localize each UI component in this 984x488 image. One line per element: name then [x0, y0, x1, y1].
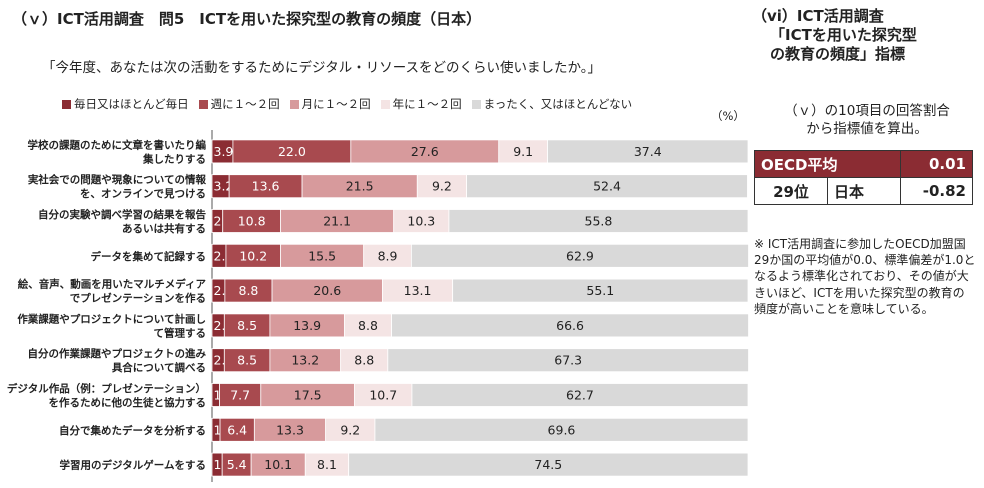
- bar-value-label: 10.7: [369, 388, 397, 403]
- bar-segment: [387, 348, 749, 373]
- bar-value-label: 62.9: [566, 248, 594, 263]
- japan-label: 日本: [827, 177, 901, 205]
- bar-value-label: 7.7: [230, 388, 250, 403]
- legend-label: 週に１～２回: [210, 97, 280, 111]
- category-label: デジタル作品（例：プレゼンテーション）を作るために他の生徒と協力する: [7, 382, 206, 409]
- bar-value-label: 5.4: [227, 457, 247, 472]
- question-text: 「今年度、あなたは次の活動をするためにデジタル・リソースをどのくらい使いましたか…: [42, 60, 602, 76]
- japan-value: -0.82: [900, 177, 973, 205]
- bar-value-label: 20.6: [313, 283, 341, 298]
- bar-value-label: 55.1: [586, 283, 614, 298]
- index-note-line: から指標値を算出。: [806, 121, 928, 137]
- bar-value-label: 10.1: [264, 457, 292, 472]
- bar-value-label: 52.4: [593, 179, 621, 194]
- bar-segment: [448, 209, 749, 233]
- bar-segment: [391, 313, 749, 338]
- bar-value-label: 27.6: [411, 144, 439, 159]
- japan-rank: 29位: [754, 177, 828, 205]
- bar-value-label: 13.3: [276, 422, 304, 437]
- bar-segment: [466, 174, 748, 199]
- oecd-average-value: 0.01: [900, 150, 973, 178]
- bar-value-label: 9.1: [513, 144, 533, 159]
- side-title: （vi）ICT活用調査 「ICTを用いた探究型 の教育の頻度」指標: [752, 7, 917, 64]
- bar-value-label: 13.1: [404, 283, 432, 298]
- index-note-line: （ｖ）の10項目の回答割合: [784, 103, 950, 119]
- legend-item-monthly: 月に１～２回: [289, 96, 371, 112]
- oecd-average-label: OECD平均: [754, 150, 901, 178]
- page-title: （ｖ）ICT活用調査 問5 ICTを用いた探究型の教育の頻度（日本）: [12, 10, 482, 28]
- oecd-average-row: OECD平均 0.01: [754, 150, 973, 178]
- bar-value-label: 37.4: [634, 144, 662, 159]
- side-title-line: 「ICTを用いた探究型: [770, 26, 917, 44]
- side-title-line: の教育の頻度」指標: [770, 45, 906, 63]
- bar-value-label: 3.9: [214, 144, 234, 159]
- bar-value-label: 8.1: [317, 457, 337, 472]
- bar-value-label: 8.8: [354, 353, 374, 368]
- legend-swatch: [471, 99, 481, 109]
- side-title-line: （vi）ICT活用調査: [752, 7, 884, 25]
- category-label: 作業課題やプロジェクトについて計画して管理する: [17, 312, 206, 339]
- unit-label: （%）: [711, 109, 745, 123]
- legend-label: まったく、又はほとんどない: [483, 97, 633, 111]
- bar-segment: [374, 417, 749, 442]
- bar-value-label: 8.8: [358, 318, 378, 333]
- category-label: 自分の作業課題やプロジェクトの進み具合について調べる: [28, 347, 207, 374]
- bar-value-label: 17.5: [294, 388, 322, 403]
- bar-segment: [452, 278, 749, 303]
- bar-segment: [410, 243, 749, 268]
- legend-label: 年に１～２回: [392, 97, 462, 111]
- legend-item-daily: 毎日又はほとんど毎日: [62, 96, 189, 112]
- bar-value-label: 21.5: [346, 179, 374, 194]
- bar-value-label: 10.3: [407, 214, 435, 229]
- category-label: 学校の課題のために文章を書いたり編集したりする: [28, 138, 207, 165]
- legend-label: 毎日又はほとんど毎日: [74, 97, 189, 111]
- bar-value-label: 22.0: [278, 144, 306, 159]
- bar-value-label: 3.2: [214, 179, 234, 194]
- bar-value-label: 13.9: [293, 318, 321, 333]
- chart-legend: 毎日又はほとんど毎日 週に１～２回 月に１～２回 年に１～２回 まったく、又はほ…: [62, 96, 642, 112]
- bar-value-label: 66.6: [556, 318, 584, 333]
- category-label: 実社会での問題や現象についての情報を、オンラインで見つける: [28, 173, 207, 200]
- legend-swatch: [62, 99, 71, 109]
- bar-value-label: 69.6: [548, 422, 576, 437]
- category-label: 自分の実験や調べ学習の結果を報告あるいは共有する: [38, 208, 206, 235]
- legend-swatch: [198, 99, 208, 109]
- bar-segment: [547, 139, 749, 164]
- bar-value-label: 8.9: [378, 248, 398, 263]
- legend-item-yearly: 年に１～２回: [380, 96, 462, 112]
- bar-value-label: 74.5: [534, 457, 562, 472]
- bar-value-label: 13.6: [252, 179, 280, 194]
- legend-swatch: [380, 99, 390, 109]
- bar-value-label: 15.5: [308, 248, 336, 263]
- bar-value-label: 13.2: [291, 353, 319, 368]
- index-note: （ｖ）の10項目の回答割合 から指標値を算出。: [762, 102, 972, 138]
- bar-value-label: 6.4: [227, 422, 247, 437]
- bar-value-label: 8.5: [237, 353, 257, 368]
- bar-value-label: 67.3: [554, 353, 582, 368]
- footnote: ※ ICT活用調査に参加したOECD加盟国29か国の平均値が0.0、標準偏差が1…: [754, 237, 976, 316]
- bar-value-label: 10.8: [238, 214, 266, 229]
- category-label: 絵、音声、動画を用いたマルチメディアでプレゼンテーションを作る: [18, 278, 207, 305]
- bar-value-label: 10.2: [239, 248, 267, 263]
- bar-value-label: 9.2: [432, 179, 452, 194]
- bar-value-label: 55.8: [585, 214, 613, 229]
- category-label: データを集めて記録する: [91, 250, 207, 263]
- japan-row: 29位 日本 -0.82: [754, 177, 973, 205]
- bar-value-label: 62.7: [566, 388, 594, 403]
- bar-segment: [411, 383, 749, 407]
- stacked-bar-chart: 学校の課題のために文章を書いたり編集したりする 3.9 22.0 27.6 9.1 37.…: [7, 130, 749, 482]
- category-label: 学習用のデジタルゲームをする: [60, 459, 206, 472]
- bar-segment: [348, 452, 749, 477]
- category-label: 自分で集めたデータを分析する: [59, 424, 206, 437]
- bar-value-label: 8.8: [239, 283, 259, 298]
- index-score-table: OECD平均 0.01 29位 日本 -0.82: [754, 150, 973, 205]
- legend-label: 月に１～２回: [301, 97, 371, 111]
- legend-item-weekly: 週に１～２回: [198, 96, 280, 112]
- legend-item-never: まったく、又はほとんどない: [471, 96, 633, 112]
- legend-swatch: [289, 99, 299, 109]
- bar-value-label: 9.2: [340, 422, 360, 437]
- bar-value-label: 8.5: [237, 318, 257, 333]
- bar-value-label: 21.1: [323, 214, 351, 229]
